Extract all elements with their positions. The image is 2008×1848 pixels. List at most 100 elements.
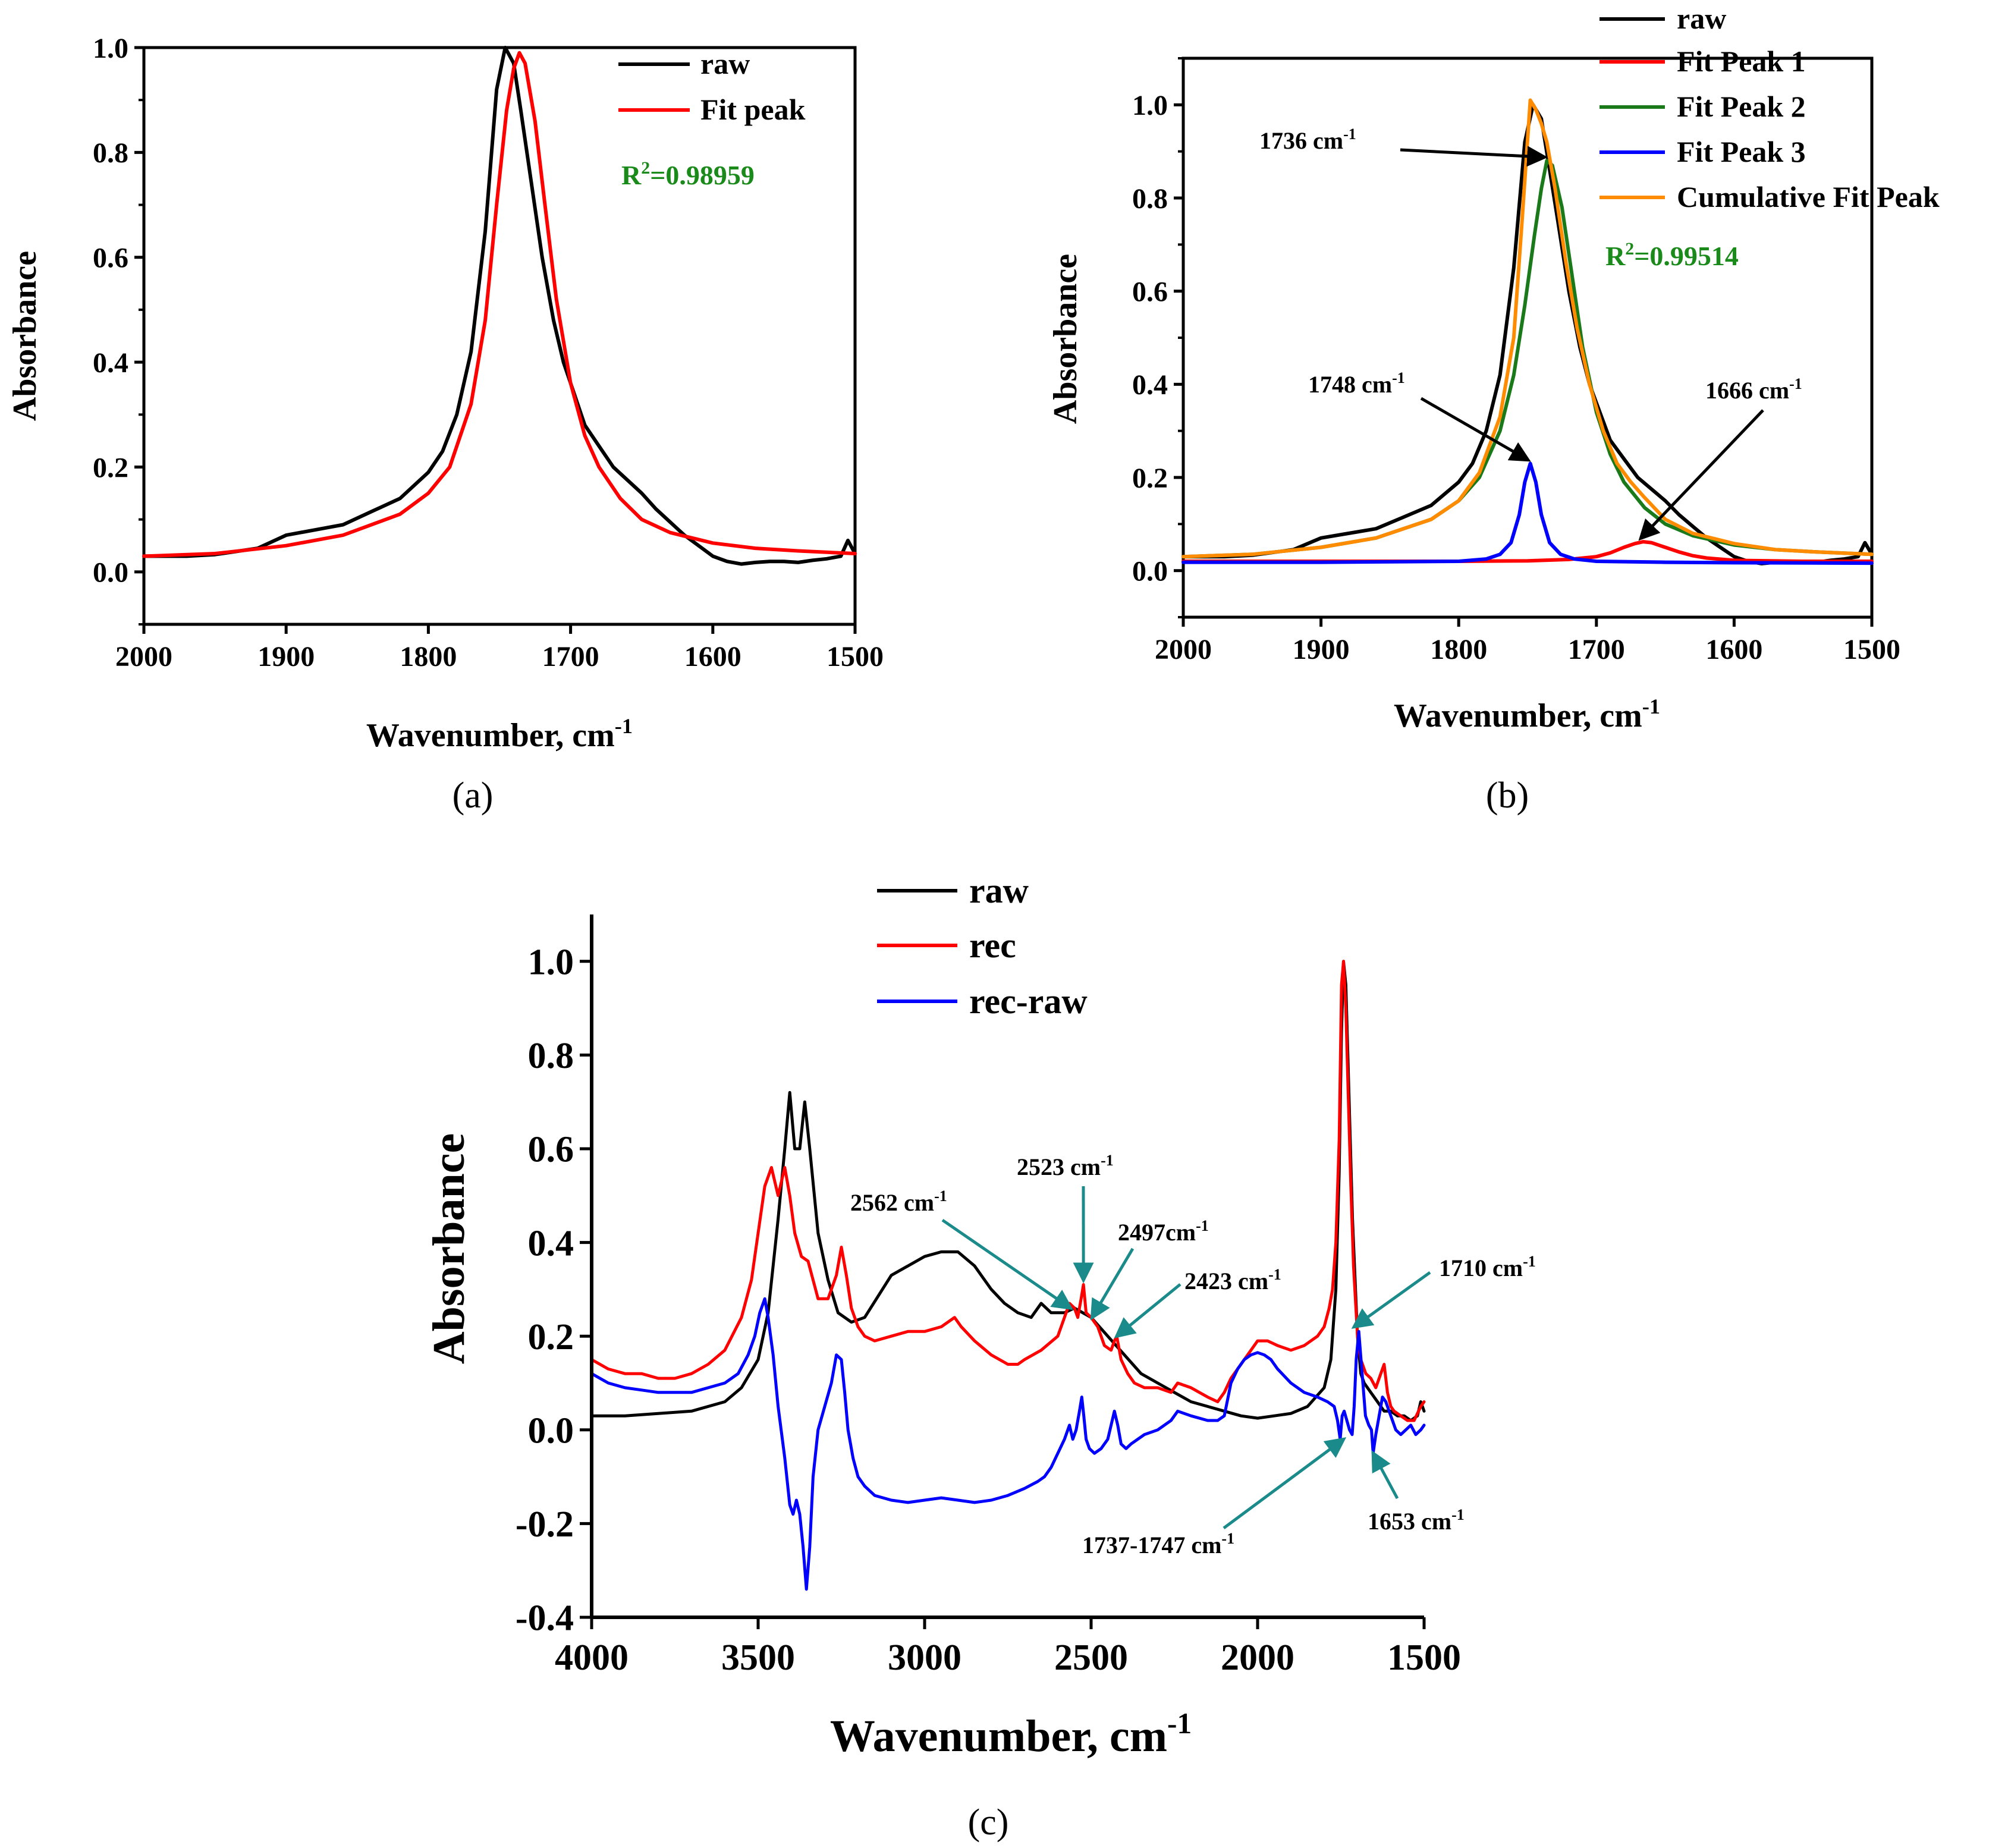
legend-label-fit-peak-2: Fit Peak 2 [1677,90,1806,123]
y-tick-label: 0.6 [528,1130,574,1170]
panel-c-tick-marks [580,960,1426,1629]
x-tick-label: 1900 [257,641,315,672]
series-fit-peak-2 [1181,159,1874,559]
y-tick-label: 1.0 [1132,90,1168,121]
peak-label-2523: 2523 cm-1 [1017,1152,1114,1180]
x-tick-label: 1500 [827,641,884,672]
x-tick-label: 1700 [1568,634,1625,665]
y-tick-label: 0.6 [93,243,128,274]
series-fit-peak [142,51,857,558]
panel-a-legend: raw Fit peak [618,47,806,126]
panel-a-x-tick-labels: 2000 1900 1800 1700 1600 1500 [115,641,884,672]
y-tick-label: 0.8 [528,1036,574,1076]
y-tick-label: 0.6 [1132,276,1168,307]
x-tick-label: 3000 [888,1638,961,1678]
arrow-2497cm [1090,1247,1135,1321]
x-tick-label: 1900 [1293,634,1350,665]
y-tick-label: 0.0 [528,1411,574,1451]
y-tick-label: -0.4 [516,1598,574,1639]
arrow-1710-cm [1351,1271,1431,1329]
y-tick-label: 0.8 [93,137,128,169]
legend-label-fit-peak-1: Fit Peak 1 [1677,45,1806,78]
panel-b-x-tick-labels: 2000 1900 1800 1700 1600 1500 [1155,634,1900,665]
panel-c: 4000 3500 3000 2500 2000 1500 -0.4 -0.2 0.0 0.2 0… [424,871,1536,1843]
panel-a-x-axis-label: Wavenumber, cm-1 [366,714,633,754]
peak-label-1737-1747: 1737-1747 cm-1 [1082,1530,1234,1558]
legend-label-fit-peak: Fit peak [700,93,806,126]
panel-b-y-axis-label: Absorbance [1047,254,1084,424]
y-tick-label: 0.8 [1132,183,1168,215]
arrow-1736-cm [1400,146,1548,167]
peak-label-2562: 2562 cm-1 [850,1187,947,1216]
x-tick-label: 1500 [1843,634,1900,665]
arrow-1666-cm [1638,409,1764,541]
x-tick-label: 2000 [1155,634,1212,665]
y-tick-label: 0.4 [93,347,128,379]
panel-b-label: (b) [1486,775,1529,816]
panel-c-peak-annotations: 2562 cm-1 2523 cm-1 2497cm-1 2423 cm-1 1… [850,1152,1536,1558]
panel-b-peak-annotations: 1736 cm-1 1748 cm-1 1666 cm-1 [1259,125,1802,404]
arrow-2562-cm [941,1218,1074,1310]
peak-label-1748: 1748 cm-1 [1308,369,1405,398]
x-tick-label: 1700 [542,641,599,672]
x-tick-label: 4000 [555,1638,629,1678]
x-tick-label: 1500 [1387,1638,1461,1678]
peak-label-1653: 1653 cm-1 [1368,1506,1465,1535]
panel-c-label: (c) [968,1802,1009,1843]
series-fit-peak-1 [1181,540,1874,563]
panel-b-x-axis-label: Wavenumber, cm-1 [1394,694,1660,734]
legend-label-fit-peak-3: Fit Peak 3 [1677,135,1806,168]
panel-a-series [142,46,857,566]
panel-b-r-squared: R2=0.99514 [1605,239,1739,271]
legend-label-raw: raw [969,871,1029,910]
x-tick-label: 2500 [1054,1638,1128,1678]
panel-b-legend: raw Fit Peak 1 Fit Peak 2 Fit Peak 3 Cum… [1600,2,1940,213]
arrow-1737-1747-cm [1223,1437,1347,1530]
panel-c-y-tick-labels: -0.4 -0.2 0.0 0.2 0.4 0.6 0.8 1.0 [516,942,574,1639]
arrow-1748-cm [1420,397,1531,462]
panel-c-y-axis-label: Absorbance [424,1133,474,1364]
legend-label-rec-raw: rec-raw [969,982,1088,1021]
series-raw [590,960,1426,1422]
series-cumulative-fit-peak [1181,98,1874,559]
peak-label-1666: 1666 cm-1 [1705,375,1802,404]
x-tick-label: 1600 [684,641,741,672]
y-tick-label: 1.0 [528,942,574,983]
panel-a-label: (a) [452,775,494,816]
panel-a-y-axis-label: Absorbance [7,251,43,421]
annotation-arrows [941,146,1764,1530]
y-tick-label: 0.2 [1132,463,1168,494]
panel-b-tick-marks [1174,57,1874,627]
peak-label-2423: 2423 cm-1 [1184,1266,1281,1294]
series-fit-peak-3 [1181,461,1874,565]
panel-a: 2000 1900 1800 1700 1600 1500 0.0 0.2 0.4 0.6 0.8… [7,33,884,816]
x-tick-label: 2000 [1221,1638,1294,1678]
x-tick-label: 1800 [1430,634,1487,665]
y-tick-label: 0.0 [1132,555,1168,587]
y-tick-label: -0.2 [516,1504,574,1545]
y-tick-label: 0.4 [528,1223,574,1264]
x-tick-label: 1800 [400,641,457,672]
peak-label-1736: 1736 cm-1 [1259,125,1356,154]
panel-c-legend: raw rec rec-raw [877,871,1088,1021]
panel-a-plot-frame [142,46,857,626]
legend-label-raw: raw [1677,2,1726,35]
y-tick-label: 0.2 [93,452,128,483]
series-raw [1181,103,1874,565]
panel-b-series [1181,98,1874,565]
panel-c-x-tick-labels: 4000 3500 3000 2500 2000 1500 [555,1638,1461,1678]
y-tick-label: 0.4 [1132,369,1168,401]
panel-c-series [590,960,1426,1591]
arrow-2423-cm [1114,1283,1181,1338]
legend-label-raw: raw [700,47,750,80]
x-tick-label: 2000 [115,641,172,672]
legend-label-rec: rec [969,926,1016,965]
peak-label-2497: 2497cm-1 [1118,1217,1209,1246]
y-tick-label: 0.2 [528,1317,574,1357]
y-tick-label: 0.0 [93,557,128,589]
legend-label-cumulative-fit-peak: Cumulative Fit Peak [1677,180,1940,213]
y-tick-label: 1.0 [93,33,128,64]
panel-a-y-tick-labels: 0.0 0.2 0.4 0.6 0.8 1.0 [93,33,128,589]
series-rec [590,960,1426,1422]
